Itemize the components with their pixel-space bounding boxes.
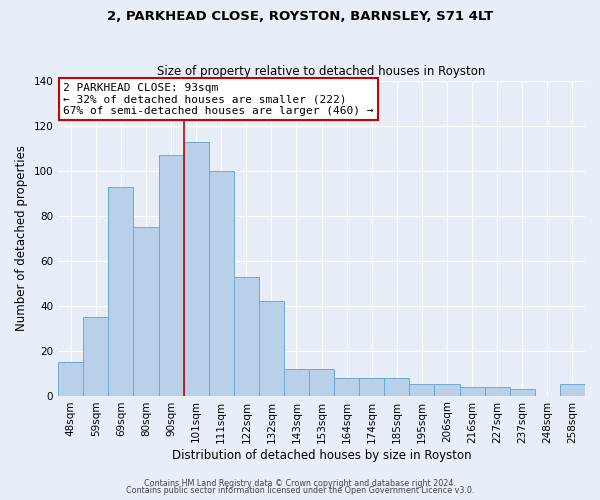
Y-axis label: Number of detached properties: Number of detached properties: [15, 146, 28, 332]
Bar: [109, 186, 133, 396]
Bar: [259, 301, 284, 396]
Text: 2 PARKHEAD CLOSE: 93sqm
← 32% of detached houses are smaller (222)
67% of semi-d: 2 PARKHEAD CLOSE: 93sqm ← 32% of detache…: [64, 82, 374, 116]
Text: Contains HM Land Registry data © Crown copyright and database right 2024.: Contains HM Land Registry data © Crown c…: [144, 478, 456, 488]
Bar: [334, 378, 359, 396]
Bar: [184, 142, 209, 396]
Bar: [510, 389, 535, 396]
Bar: [485, 386, 510, 396]
Bar: [58, 362, 83, 396]
Bar: [234, 276, 259, 396]
X-axis label: Distribution of detached houses by size in Royston: Distribution of detached houses by size …: [172, 450, 472, 462]
Text: 2, PARKHEAD CLOSE, ROYSTON, BARNSLEY, S71 4LT: 2, PARKHEAD CLOSE, ROYSTON, BARNSLEY, S7…: [107, 10, 493, 23]
Bar: [434, 384, 460, 396]
Bar: [133, 227, 158, 396]
Bar: [309, 368, 334, 396]
Bar: [385, 378, 409, 396]
Bar: [158, 155, 184, 396]
Bar: [560, 384, 585, 396]
Bar: [209, 171, 234, 396]
Bar: [284, 368, 309, 396]
Bar: [83, 317, 109, 396]
Bar: [460, 386, 485, 396]
Text: Contains public sector information licensed under the Open Government Licence v3: Contains public sector information licen…: [126, 486, 474, 495]
Title: Size of property relative to detached houses in Royston: Size of property relative to detached ho…: [157, 66, 486, 78]
Bar: [409, 384, 434, 396]
Bar: [359, 378, 385, 396]
